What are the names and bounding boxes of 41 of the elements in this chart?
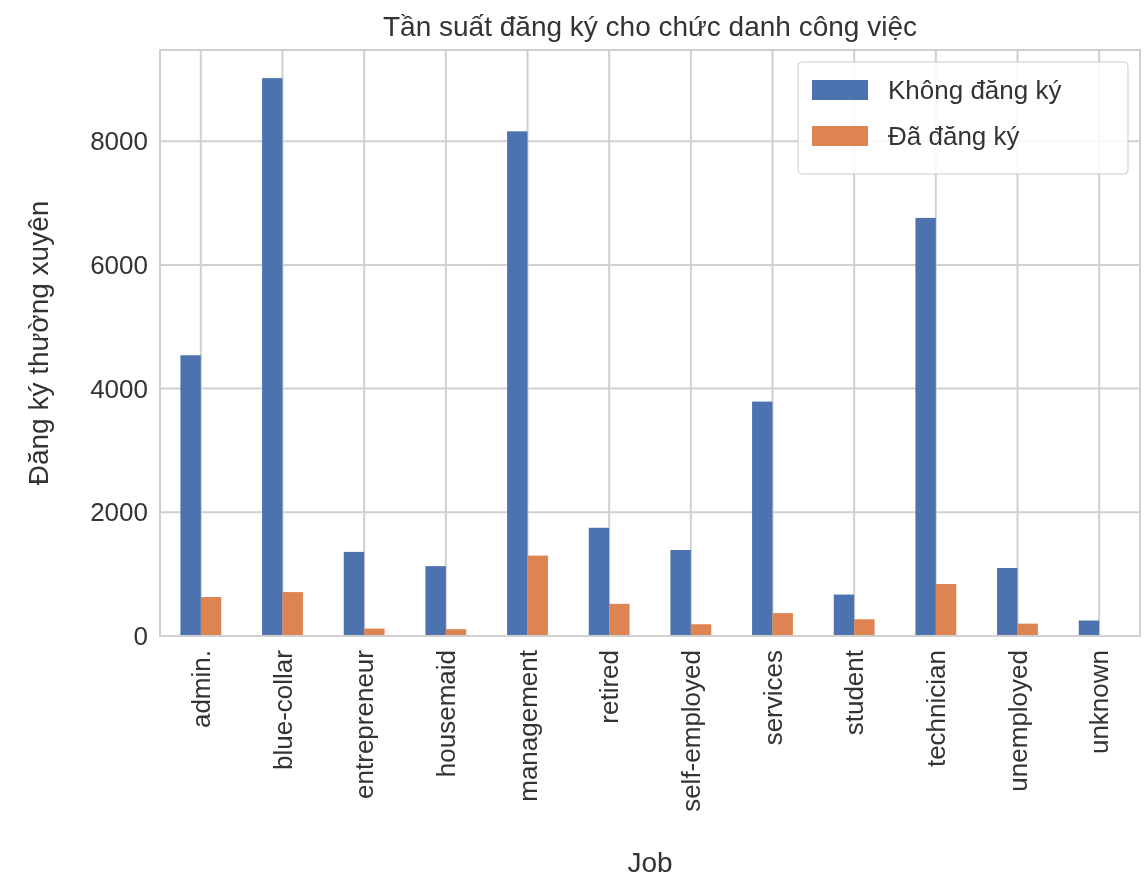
x-tick-label: services <box>757 650 788 746</box>
x-tick-label: admin. <box>185 650 216 729</box>
bar <box>833 594 855 636</box>
x-tick-label: unknown <box>1084 650 1115 755</box>
bar <box>854 619 875 636</box>
bar <box>343 551 365 636</box>
x-tick-label: entrepreneur <box>349 649 380 799</box>
y-tick-label: 0 <box>133 621 148 652</box>
legend-label: Đã đăng ký <box>888 121 1020 152</box>
y-tick-label: 6000 <box>90 250 148 281</box>
x-tick-label: self-employed <box>675 650 706 812</box>
y-tick-label: 2000 <box>90 497 148 528</box>
bar <box>180 355 201 636</box>
bar <box>772 613 793 636</box>
x-tick-label: housemaid <box>430 650 461 778</box>
x-tick-label: student <box>839 649 870 736</box>
bar <box>527 555 548 636</box>
bar <box>935 584 957 636</box>
y-axis-title: Đăng ký thường xuyên <box>23 200 54 486</box>
bar <box>507 131 528 636</box>
x-tick-label: technician <box>920 650 951 768</box>
y-tick-label: 4000 <box>90 373 148 404</box>
bar <box>588 527 610 636</box>
bar <box>609 603 630 636</box>
bar <box>915 217 936 636</box>
bar <box>752 401 773 636</box>
x-axis-title: Job <box>627 847 673 878</box>
bar <box>200 597 222 636</box>
bar <box>425 566 446 636</box>
bar <box>997 567 1018 636</box>
x-tick-label: unemployed <box>1002 650 1033 792</box>
bar <box>670 550 691 636</box>
y-tick-label: 8000 <box>90 126 148 157</box>
bar <box>282 592 303 636</box>
x-tick-label: blue-collar <box>267 649 298 770</box>
x-tick-label: retired <box>594 650 625 724</box>
legend-label: Không đăng ký <box>888 75 1062 106</box>
bar <box>690 624 712 636</box>
bar <box>262 78 283 636</box>
chart-title: Tần suất đăng ký cho chức danh công việc <box>383 11 917 42</box>
x-tick-label: management <box>512 649 543 802</box>
